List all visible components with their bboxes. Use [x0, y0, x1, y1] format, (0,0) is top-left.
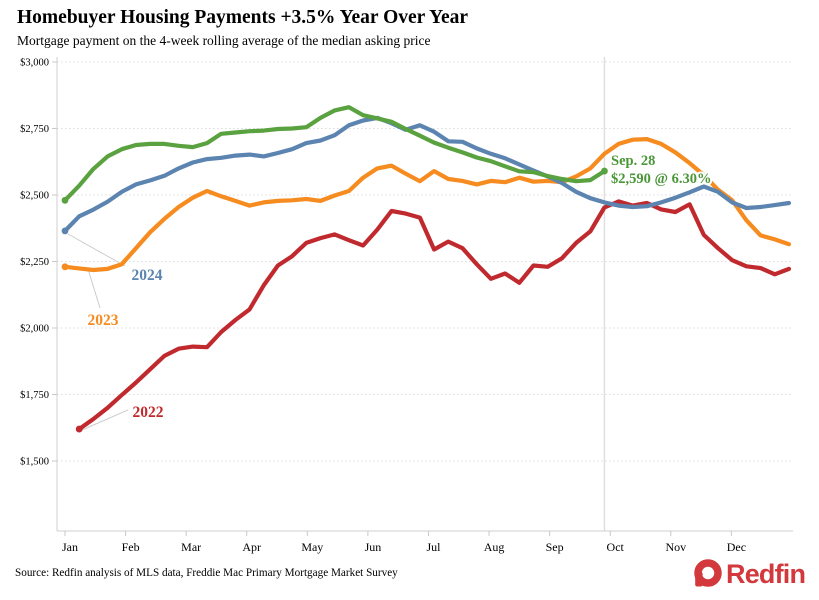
x-axis-label-Apr: Apr: [242, 540, 261, 554]
leader-line-2022: [81, 409, 129, 431]
page-title: Homebuyer Housing Payments +3.5% Year Ov…: [17, 7, 469, 28]
x-axis-label-Mar: Mar: [181, 540, 201, 554]
leader-line-2023: [87, 268, 101, 309]
x-axis-label-Oct: Oct: [607, 540, 625, 554]
y-axis-label-3000: $3,000: [20, 58, 49, 69]
x-axis-label-Jan: Jan: [62, 540, 78, 554]
x-axis-label-Dec: Dec: [727, 540, 746, 554]
line-2024: [62, 115, 792, 233]
start-dot-2024: [61, 227, 69, 235]
line-2025: [62, 105, 607, 203]
start-dot-2025: [61, 196, 69, 204]
chart-subtitle: Mortgage payment on the 4-week rolling a…: [17, 33, 431, 48]
x-axis-label-May: May: [301, 540, 323, 554]
x-axis-label-Aug: Aug: [484, 540, 505, 554]
x-axis-label-Jun: Jun: [365, 540, 382, 554]
redfin-logo: Redfin: [692, 558, 806, 590]
y-axis-label-1500: $1,500: [20, 457, 49, 468]
x-axis-label-Sep: Sep: [546, 540, 564, 554]
year-label-2022: 2022: [133, 404, 164, 421]
y-axis-label-2250: $2,250: [20, 257, 49, 268]
x-axis: Jan Feb Mar Apr May Jun Jul Aug Sep Oct Nov Dec: [62, 531, 746, 554]
end-dot-2025: [601, 167, 608, 175]
y-axis: $1,500 $1,750 $2,000 $2,250 $2,500 $2,750 $3,0…: [20, 58, 57, 468]
x-axis-label-Nov: Nov: [665, 540, 686, 554]
y-axis-label-2500: $2,500: [20, 191, 49, 202]
line-2022: [77, 199, 792, 432]
annotation-value: $2,590 @ 6.30%: [611, 171, 712, 187]
y-axis-label-2750: $2,750: [20, 124, 49, 135]
line-2023: [62, 137, 792, 273]
start-dot-2022: [75, 425, 83, 433]
gridlines: [57, 61, 793, 462]
start-dot-2023: [61, 263, 69, 271]
leader-line-2024: [67, 233, 126, 267]
annotation-date: Sep. 28: [611, 153, 655, 169]
redfin-house-icon: [694, 559, 722, 587]
y-axis-label-1750: $1,750: [20, 390, 49, 401]
source-note: Source: Redfin analysis of MLS data, Fre…: [15, 567, 398, 579]
x-axis-label-Jul: Jul: [426, 540, 441, 554]
y-axis-label-2000: $2,000: [20, 324, 49, 335]
year-label-2023: 2023: [88, 312, 119, 329]
x-axis-label-Feb: Feb: [122, 540, 140, 554]
year-label-2024: 2024: [132, 267, 163, 284]
redfin-wordmark: Redfin: [726, 558, 806, 589]
